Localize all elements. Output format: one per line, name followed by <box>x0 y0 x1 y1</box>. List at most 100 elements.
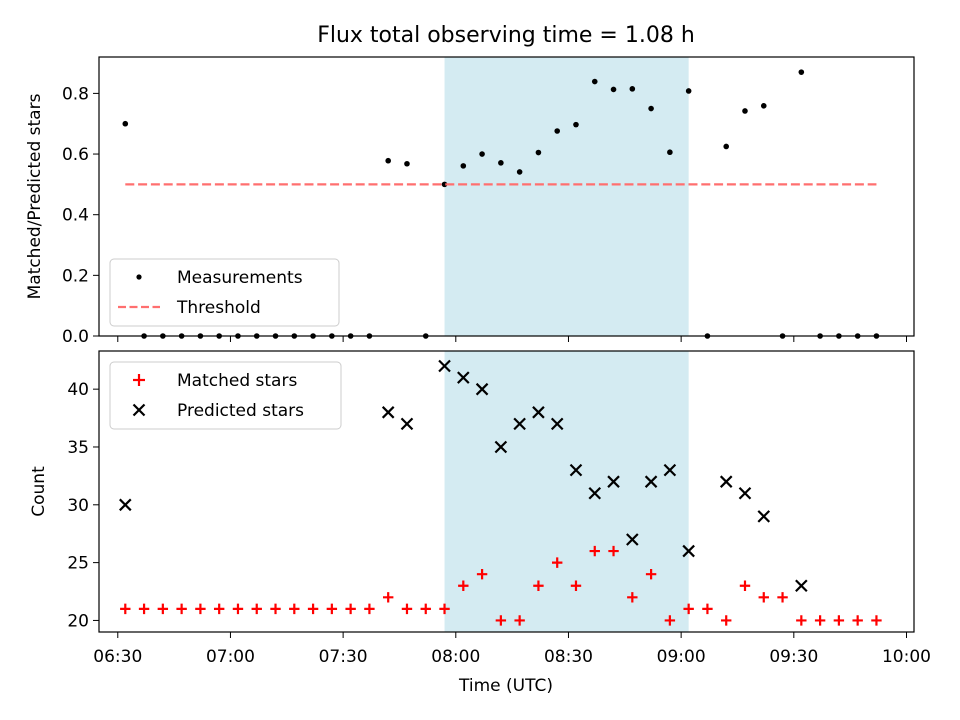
predicted-stars-point <box>550 417 564 431</box>
matched-stars-point <box>777 592 788 603</box>
bottom-y-axis-label: Count <box>29 466 49 517</box>
top-plot-layer: 0.0 0.2 0.4 0.6 0.8 <box>62 57 907 347</box>
predicted-stars-point <box>475 382 489 396</box>
predicted-stars-point <box>381 406 395 419</box>
predicted-stars-point <box>795 579 808 593</box>
matched-stars-point <box>364 603 375 615</box>
measurements-point <box>573 121 579 128</box>
predicted-stars-point <box>494 440 508 454</box>
matched-stars-point <box>251 603 262 615</box>
matched-stars-point <box>289 603 300 615</box>
bottom-x-tick-label: 10:00 <box>882 647 931 667</box>
chart-title: Flux total observing time = 1.08 h <box>317 23 695 48</box>
matched-stars-point <box>213 603 225 615</box>
predicted-stars-point <box>626 533 639 546</box>
measurements-point <box>385 157 391 164</box>
bottom-x-tick-label: 09:30 <box>769 647 818 667</box>
matched-stars-point <box>589 545 600 557</box>
measurements-point <box>591 78 598 85</box>
matched-stars-point <box>739 580 751 591</box>
measurements-legend-marker <box>136 274 142 280</box>
matched-stars-point <box>570 580 582 591</box>
matched-stars-point <box>157 603 169 615</box>
bottom-y-tick-label: 35 <box>67 438 89 458</box>
matched-stars-point <box>420 603 431 615</box>
bottom-x-tick-label: 08:00 <box>431 647 480 667</box>
matched-stars-point <box>552 557 563 568</box>
predicted-stars-point <box>513 417 526 431</box>
measurements-point <box>685 88 692 94</box>
bottom-legend: Matched stars Predicted stars <box>109 361 342 430</box>
measurements-point <box>798 69 805 75</box>
matched-stars-point <box>645 568 657 580</box>
measurements-point <box>742 108 748 114</box>
matched-stars-point <box>683 603 694 615</box>
matched-stars-point <box>814 615 826 626</box>
bottom-x-tick-label: 06:30 <box>93 647 142 667</box>
measurements-point <box>760 103 767 109</box>
predicted-stars-point <box>738 486 752 500</box>
bottom-x-tick-label: 09:00 <box>657 647 706 667</box>
bottom-y-tick-label: 25 <box>67 554 89 574</box>
predicted-stars-point <box>757 510 771 523</box>
bottom-y-tick-label: 30 <box>67 496 89 516</box>
predicted-stars-point <box>682 544 695 558</box>
matched-stars-point <box>833 615 845 626</box>
predicted-stars-point <box>663 463 677 477</box>
predicted-stars-point <box>457 371 470 384</box>
bottom-panel: 20 25 30 35 40 06:30 07:00 07:30 08:00 08:30 09:00… <box>29 350 931 696</box>
measurements-point <box>554 128 561 134</box>
matched-stars-point <box>439 603 450 615</box>
matched-stars-point <box>608 545 619 557</box>
matched-stars-point <box>664 615 676 626</box>
matched-stars-point <box>758 592 769 603</box>
top-legend-box <box>109 258 340 327</box>
matched-stars-point <box>270 603 281 615</box>
bottom-plot-frame <box>98 350 915 633</box>
top-y-tick-label: 0.0 <box>62 327 89 347</box>
top-y-tick-label: 0.2 <box>62 266 89 286</box>
bottom-observing-span <box>444 351 689 632</box>
bottom-x-tick-label: 08:30 <box>544 647 593 667</box>
predicted-stars-legend-marker <box>132 403 146 417</box>
top-legend: Measurements Threshold <box>109 258 340 327</box>
top-y-tick-label: 0.8 <box>62 84 89 104</box>
matched-stars-point <box>495 615 507 626</box>
bottom-y-tick-label: 40 <box>67 380 89 400</box>
measurements-legend-label: Measurements <box>177 268 303 288</box>
top-panel: 0.0 0.2 0.4 0.6 0.8 Matched/Predicted stars <box>25 56 915 347</box>
top-y-tick-label: 0.4 <box>62 206 89 226</box>
measurements-point <box>498 160 504 166</box>
matched-stars-point <box>514 615 525 626</box>
measurements-point <box>460 163 467 169</box>
top-y-tick-label: 0.6 <box>62 145 89 165</box>
matched-stars-point <box>176 603 187 615</box>
threshold-legend-label: Threshold <box>176 298 261 318</box>
predicted-stars-point <box>719 475 733 488</box>
matched-stars-point <box>232 603 244 615</box>
matched-stars-point <box>138 603 150 615</box>
matched-stars-point <box>702 603 713 615</box>
bottom-x-tick-label: 07:00 <box>206 647 255 667</box>
matched-stars-point <box>796 615 807 626</box>
top-plot-frame <box>98 56 915 337</box>
bottom-x-tick-label: 07:30 <box>319 647 368 667</box>
measurements-point <box>404 160 410 167</box>
top-observing-span <box>444 57 689 336</box>
matched-stars-point <box>458 580 469 591</box>
matched-stars-point <box>627 592 638 603</box>
measurements-point <box>723 143 730 150</box>
bottom-legend-box <box>109 361 342 430</box>
predicted-stars-point <box>400 417 414 431</box>
matched-stars-point <box>852 615 863 626</box>
predicted-stars-point <box>588 486 602 500</box>
measurements-point <box>535 149 542 156</box>
matched-stars-point <box>326 603 338 615</box>
predicted-stars-point <box>644 475 658 488</box>
matched-stars-point <box>382 592 394 603</box>
predicted-stars-legend-label: Predicted stars <box>177 401 304 421</box>
matched-stars-point <box>195 603 206 615</box>
x-axis-label: Time (UTC) <box>458 676 553 696</box>
bottom-plot-layer: 20 25 30 35 40 06:30 07:00 07:30 08:00 08:30 09:00… <box>67 351 931 667</box>
measurements-point <box>516 169 523 175</box>
